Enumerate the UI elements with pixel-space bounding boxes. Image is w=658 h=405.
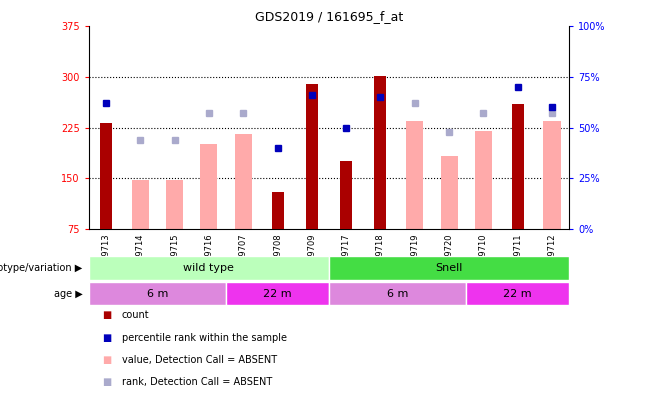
- Bar: [329, 282, 467, 305]
- Bar: [329, 256, 569, 280]
- Bar: [340, 161, 352, 229]
- Bar: [235, 134, 252, 229]
- Text: 6 m: 6 m: [387, 289, 409, 298]
- Text: age ▶: age ▶: [53, 289, 82, 298]
- Bar: [306, 84, 318, 229]
- Bar: [132, 179, 149, 229]
- Bar: [440, 156, 458, 229]
- Text: 6 m: 6 m: [147, 289, 168, 298]
- Bar: [89, 256, 329, 280]
- Text: genotype/variation ▶: genotype/variation ▶: [0, 263, 82, 273]
- Bar: [272, 192, 284, 229]
- Text: percentile rank within the sample: percentile rank within the sample: [122, 333, 287, 343]
- Text: Snell: Snell: [436, 263, 463, 273]
- Text: 22 m: 22 m: [503, 289, 532, 298]
- Text: ■: ■: [102, 311, 111, 320]
- Bar: [475, 131, 492, 229]
- Text: rank, Detection Call = ABSENT: rank, Detection Call = ABSENT: [122, 377, 272, 387]
- Bar: [467, 282, 569, 305]
- Text: wild type: wild type: [184, 263, 234, 273]
- Bar: [226, 282, 329, 305]
- Bar: [89, 282, 226, 305]
- Text: ■: ■: [102, 355, 111, 365]
- Bar: [100, 123, 112, 229]
- Text: value, Detection Call = ABSENT: value, Detection Call = ABSENT: [122, 355, 277, 365]
- Bar: [512, 104, 524, 229]
- Bar: [200, 145, 218, 229]
- Text: 22 m: 22 m: [263, 289, 292, 298]
- Bar: [166, 179, 183, 229]
- Bar: [544, 121, 561, 229]
- Text: ■: ■: [102, 377, 111, 387]
- Bar: [406, 121, 423, 229]
- Text: count: count: [122, 311, 149, 320]
- Text: ■: ■: [102, 333, 111, 343]
- Bar: [374, 76, 386, 229]
- Text: GDS2019 / 161695_f_at: GDS2019 / 161695_f_at: [255, 10, 403, 23]
